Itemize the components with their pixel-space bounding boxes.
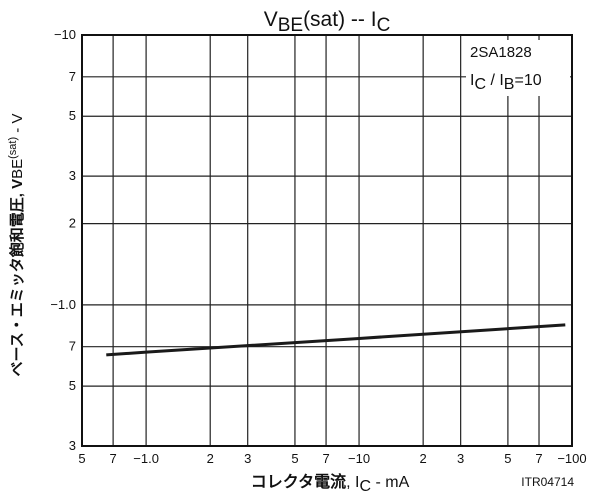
- x-tick-label: 2: [207, 451, 214, 466]
- x-tick-label: −10: [348, 451, 370, 466]
- x-label-sub: C: [359, 478, 371, 495]
- x-tick-label: 5: [78, 451, 85, 466]
- x-tick-label: 2: [420, 451, 427, 466]
- x-tick-label: −100: [557, 451, 586, 466]
- y-label-sup: (sat): [7, 137, 19, 159]
- code-label: ITR04714: [521, 475, 574, 489]
- title-sub: BE: [278, 15, 303, 36]
- y-tick-label: 5: [69, 108, 76, 123]
- annotation-sub: B: [504, 76, 515, 93]
- y-tick-label: −10: [54, 27, 76, 42]
- x-label-part: コレクタ電流: [251, 472, 346, 491]
- y-axis-label: ベース・エミッタ飽和電圧, VBE(sat) - V: [7, 114, 26, 377]
- x-tick-label: 5: [291, 451, 298, 466]
- y-tick-label: 3: [69, 438, 76, 453]
- x-tick-label: 3: [244, 451, 251, 466]
- y-tick-label: 3: [69, 168, 76, 183]
- annotation-part: I: [470, 72, 474, 89]
- y-label-part: ベース・エミッタ飽和電圧, V: [8, 179, 26, 377]
- chart-title: VBE(sat) -- IC: [264, 8, 391, 36]
- annotation-part: / I: [486, 72, 504, 89]
- y-tick-label: 7: [69, 69, 76, 84]
- x-label-part: , I: [346, 474, 359, 491]
- title-part: V: [264, 8, 278, 31]
- annotation-part: =10: [514, 72, 541, 89]
- y-tick-label: 5: [69, 378, 76, 393]
- x-tick-label: −1.0: [133, 451, 159, 466]
- y-tick-label: 7: [69, 339, 76, 354]
- y-label-part: - V: [9, 114, 26, 137]
- y-tick-label: −1.0: [50, 297, 76, 312]
- annotation-sub: C: [474, 76, 486, 93]
- x-tick-label: 7: [110, 451, 117, 466]
- x-tick-label: 7: [535, 451, 542, 466]
- y-tick-label: 2: [69, 216, 76, 231]
- x-tick-label: 3: [457, 451, 464, 466]
- x-label-part: - mA: [371, 474, 410, 491]
- title-part: (sat) -- I: [303, 8, 377, 31]
- plot-frame: [81, 34, 573, 447]
- annotation: IC / IB=10: [470, 72, 542, 93]
- annotation: 2SA1828: [470, 44, 532, 61]
- y-label-sub: BE: [9, 159, 26, 179]
- annotation-bg: [466, 40, 570, 96]
- title-sub: C: [377, 15, 391, 36]
- x-axis-label: コレクタ電流, IC - mA: [251, 472, 410, 495]
- x-tick-label: 5: [504, 451, 511, 466]
- x-tick-label: 7: [322, 451, 329, 466]
- data-line: [106, 323, 566, 357]
